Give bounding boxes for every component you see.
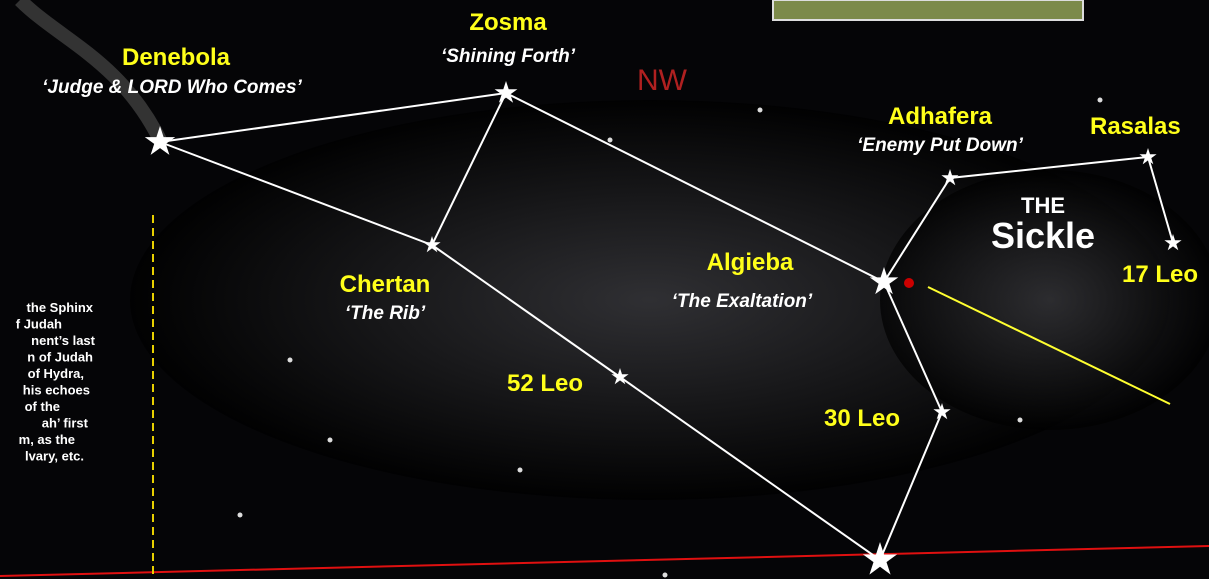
note-line: nent’s last (31, 333, 95, 348)
star-meaning: ‘The Rib’ (345, 303, 426, 324)
asterism-name: Sickle (991, 215, 1095, 256)
note-line: of the (25, 399, 60, 414)
star-name: Chertan (340, 271, 431, 298)
photo-thumbnail (773, 0, 1083, 20)
background-star (663, 573, 668, 578)
note-line: ah’ first (42, 416, 89, 431)
star-name: Adhafera (888, 103, 993, 130)
star-meaning: ‘The Exaltation’ (672, 291, 813, 312)
star-name: 30 Leo (824, 405, 900, 432)
star-name: Denebola (122, 44, 231, 71)
marker-dot (904, 278, 914, 288)
background-star (608, 138, 613, 143)
background-star (328, 438, 333, 443)
star-chart: NW Denebola ‘Judge & LORD Who Comes’ Zos… (0, 0, 1209, 579)
star-meaning: ‘Judge & LORD Who Comes’ (42, 77, 302, 98)
star-meaning: ‘Enemy Put Down’ (857, 135, 1023, 156)
direction-label: NW (637, 64, 688, 97)
note-line: n of Judah (27, 350, 93, 365)
star-name: 17 Leo (1122, 261, 1198, 288)
note-line: lvary, etc. (25, 449, 84, 464)
background-star (1098, 98, 1103, 103)
note-line: of Hydra, (28, 366, 84, 381)
background-star (288, 358, 293, 363)
background-star (518, 468, 523, 473)
note-line: his echoes (23, 383, 90, 398)
star-name: 52 Leo (507, 370, 583, 397)
page: NW Denebola ‘Judge & LORD Who Comes’ Zos… (0, 0, 1209, 579)
star-name: Algieba (707, 249, 794, 276)
background-star (238, 513, 243, 518)
background-star (758, 108, 763, 113)
star-name: Zosma (469, 9, 547, 36)
background-star (1018, 418, 1023, 423)
star-name: Rasalas (1090, 113, 1181, 140)
note-line: f Judah (16, 317, 62, 332)
star-meaning: ‘Shining Forth’ (441, 46, 576, 67)
note-line: the Sphinx (27, 300, 94, 315)
note-line: m, as the (19, 432, 75, 447)
